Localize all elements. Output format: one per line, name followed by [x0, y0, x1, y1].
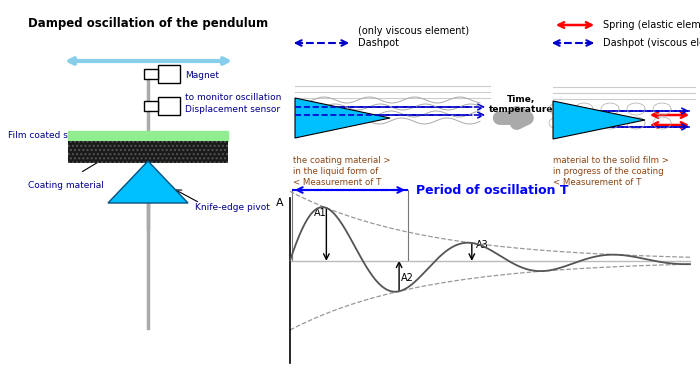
Text: Dashpot: Dashpot — [358, 38, 399, 48]
Text: Knife-edge pivot: Knife-edge pivot — [195, 203, 270, 213]
Text: Magnet: Magnet — [185, 72, 219, 80]
Text: temperature: temperature — [489, 105, 553, 114]
Polygon shape — [295, 98, 390, 138]
Text: to monitor oscillation: to monitor oscillation — [185, 93, 281, 103]
Text: A2: A2 — [401, 273, 414, 283]
Text: A1: A1 — [314, 208, 327, 218]
Text: Spring (elastic element): Spring (elastic element) — [603, 20, 700, 30]
Text: A: A — [276, 198, 284, 208]
Text: Dashpot (viscous element): Dashpot (viscous element) — [603, 38, 700, 48]
Bar — [158, 97, 180, 115]
Text: the coating material >: the coating material > — [293, 156, 391, 165]
Polygon shape — [108, 161, 188, 203]
Text: < Measurement of T: < Measurement of T — [293, 178, 382, 187]
Bar — [144, 69, 158, 79]
Bar — [144, 101, 158, 111]
Text: Displacement sensor: Displacement sensor — [185, 105, 280, 113]
Text: Time,: Time, — [507, 95, 535, 104]
Bar — [68, 131, 228, 141]
Text: in progress of the coating: in progress of the coating — [553, 167, 664, 176]
Text: material to the solid film >: material to the solid film > — [553, 156, 669, 165]
Text: Damped oscillation of the pendulum: Damped oscillation of the pendulum — [28, 16, 268, 29]
Text: (only viscous element): (only viscous element) — [358, 26, 469, 36]
Text: in the liquid form of: in the liquid form of — [293, 167, 378, 176]
Text: Coating material: Coating material — [28, 180, 104, 190]
Polygon shape — [553, 101, 645, 139]
Bar — [68, 141, 228, 163]
Text: A3: A3 — [476, 240, 489, 250]
Text: Period of oscillation T: Period of oscillation T — [416, 183, 568, 196]
Text: < Measurement of T: < Measurement of T — [553, 178, 641, 187]
Text: Film coated sample sheet: Film coated sample sheet — [8, 131, 125, 139]
Bar — [158, 65, 180, 83]
